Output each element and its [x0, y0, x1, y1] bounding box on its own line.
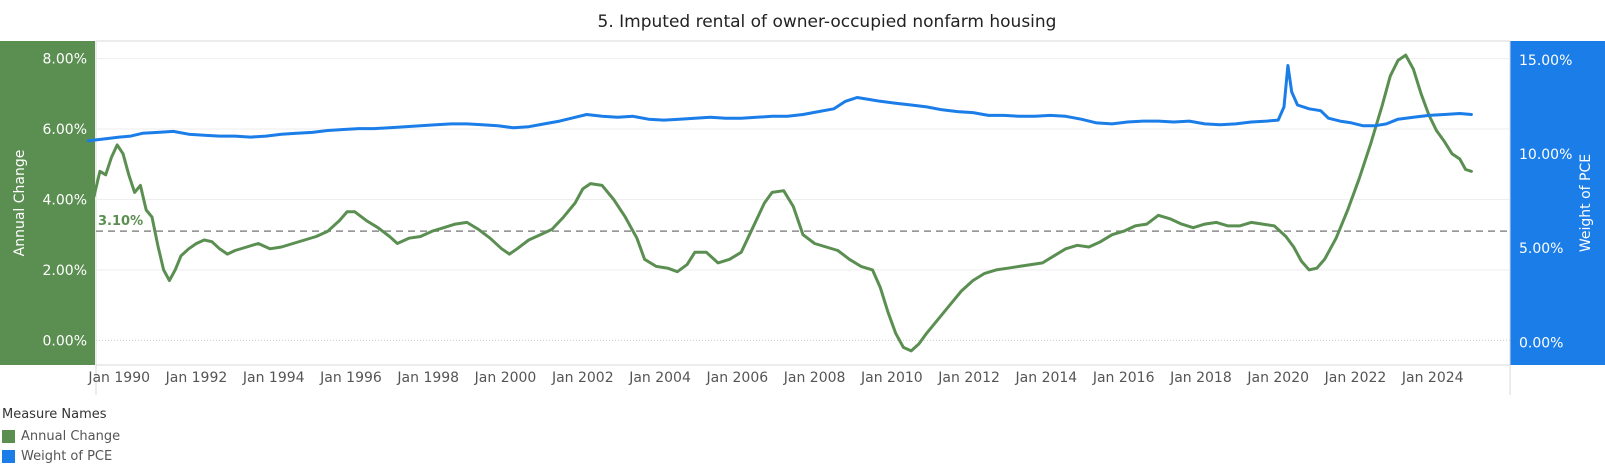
right-tick-label: 0.00% — [1519, 335, 1563, 351]
chart: 5. Imputed rental of owner-occupied nonf… — [0, 12, 1605, 395]
x-tick-label: Jan 2004 — [628, 370, 691, 386]
x-tick-label: Jan 2002 — [551, 370, 614, 386]
x-axis-ticks: Jan 1990 Jan 1992 Jan 1994 Jan 1996 Jan 1998… — [87, 370, 1463, 386]
legend: Measure Names Annual Change Weight of PC… — [2, 407, 120, 466]
legend-swatch-annual-change — [2, 429, 15, 443]
right-tick-label: 10.00% — [1519, 147, 1572, 163]
x-tick-label: Jan 2022 — [1324, 370, 1387, 386]
x-tick-label: Jan 2020 — [1246, 370, 1309, 386]
left-tick-label: 6.00% — [43, 122, 87, 138]
x-tick-label: Jan 1992 — [165, 370, 228, 386]
left-tick-label: 0.00% — [43, 333, 87, 349]
series-line-weight-of-pce — [86, 64, 1473, 143]
x-tick-label: Jan 2010 — [860, 370, 923, 386]
x-tick-label: Jan 1990 — [87, 370, 150, 386]
legend-swatch-weight-of-pce — [2, 449, 15, 463]
legend-item-annual-change[interactable]: Annual Change — [2, 426, 120, 446]
plot-area — [95, 40, 1511, 366]
x-tick-label: Jan 1998 — [396, 370, 459, 386]
x-tick-label: Jan 2018 — [1169, 370, 1232, 386]
right-axis-band — [1510, 41, 1605, 365]
chart-title: 5. Imputed rental of owner-occupied nonf… — [598, 12, 1057, 32]
left-tick-label: 8.00% — [43, 52, 87, 68]
right-axis-title: Weight of PCE — [1578, 154, 1594, 252]
legend-label-weight-of-pce: Weight of PCE — [21, 448, 113, 464]
x-tick-label: Jan 2000 — [474, 370, 537, 386]
right-tick-label: 5.00% — [1519, 241, 1563, 257]
left-axis-band — [0, 41, 95, 365]
right-tick-label: 15.00% — [1519, 53, 1572, 69]
x-tick-label: Jan 2024 — [1401, 370, 1464, 386]
legend-label-annual-change: Annual Change — [21, 428, 121, 444]
left-tick-label: 2.00% — [43, 263, 87, 279]
x-tick-label: Jan 2008 — [783, 370, 846, 386]
x-tick-label: Jan 2006 — [705, 370, 768, 386]
reference-line-label: 3.10% — [98, 214, 143, 229]
series-line-annual-change — [86, 53, 1473, 353]
left-axis-ticks: 0.00% 2.00% 4.00% 6.00% 8.00% — [43, 52, 87, 350]
x-tick-label: Jan 1996 — [319, 370, 382, 386]
x-tick-label: Jan 2016 — [1092, 370, 1155, 386]
left-axis-title: Annual Change — [12, 150, 28, 257]
x-tick-label: Jan 1994 — [242, 370, 305, 386]
right-axis-ticks: 0.00% 5.00% 10.00% 15.00% — [1519, 53, 1572, 352]
legend-title: Measure Names — [2, 407, 107, 422]
x-tick-label: Jan 2014 — [1015, 370, 1078, 386]
left-tick-label: 4.00% — [43, 192, 87, 208]
x-tick-label: Jan 2012 — [937, 370, 1000, 386]
legend-item-weight-of-pce[interactable]: Weight of PCE — [2, 446, 120, 466]
